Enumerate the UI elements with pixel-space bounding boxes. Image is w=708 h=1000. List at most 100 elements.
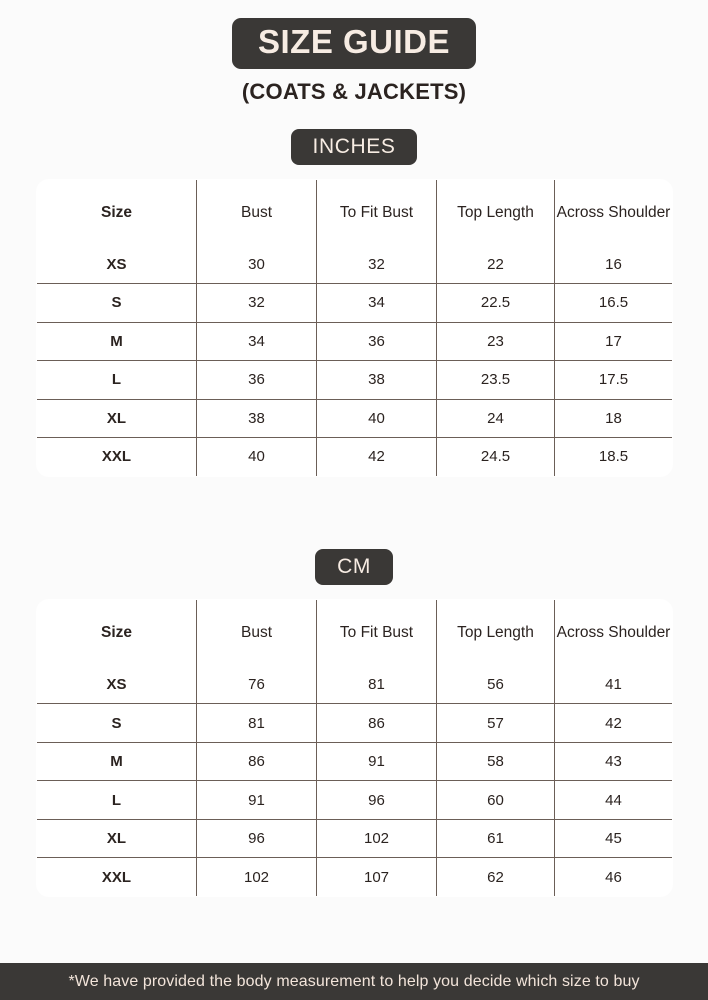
- cell-bust: 36: [196, 360, 317, 400]
- cell-top-length: 24.5: [436, 437, 555, 476]
- table-row: M 34 36 23 17: [37, 322, 672, 362]
- cell-size: S: [37, 283, 197, 323]
- cell-size: M: [37, 322, 197, 362]
- cell-to-fit-bust: 96: [316, 780, 437, 820]
- unit-badge-inches-wrap: INCHES: [0, 128, 708, 165]
- table-row: L 36 38 23.5 17.5: [37, 360, 672, 400]
- cell-top-length: 62: [436, 857, 555, 896]
- cell-across-shoulder: 45: [554, 819, 672, 859]
- cell-across-shoulder: 16.5: [554, 283, 672, 323]
- cell-to-fit-bust: 38: [316, 360, 437, 400]
- cell-top-length: 22.5: [436, 283, 555, 323]
- cell-top-length: 60: [436, 780, 555, 820]
- cell-size: L: [37, 360, 197, 400]
- cell-bust: 32: [196, 283, 317, 323]
- size-table-cm: Size Bust To Fit Bust Top Length Across …: [36, 598, 673, 897]
- table-header-cm: Size Bust To Fit Bust Top Length Across …: [37, 599, 672, 666]
- cell-size: XXL: [37, 857, 197, 896]
- cell-size: XXL: [37, 437, 197, 476]
- cell-bust: 96: [196, 819, 317, 859]
- cell-size: XS: [37, 665, 197, 705]
- cell-to-fit-bust: 32: [316, 245, 437, 285]
- cell-to-fit-bust: 107: [316, 857, 437, 896]
- cell-across-shoulder: 44: [554, 780, 672, 820]
- cell-size: L: [37, 780, 197, 820]
- table-row: M 86 91 58 43: [37, 742, 672, 782]
- cell-across-shoulder: 43: [554, 742, 672, 782]
- table-body-inches: XS 30 32 22 16 S 32 34 22.5 16.5 M 34 36: [37, 245, 672, 476]
- cell-top-length: 58: [436, 742, 555, 782]
- table-row: L 91 96 60 44: [37, 780, 672, 820]
- column-header-top-length: Top Length: [436, 599, 555, 666]
- column-header-across-shoulder: Across Shoulder: [556, 623, 671, 641]
- column-header-across-shoulder: Across Shoulder: [556, 203, 671, 221]
- size-table-cm-wrap: Size Bust To Fit Bust Top Length Across …: [36, 598, 673, 897]
- cell-to-fit-bust: 81: [316, 665, 437, 705]
- cell-across-shoulder: 17: [554, 322, 672, 362]
- cell-top-length: 22: [436, 245, 555, 285]
- cell-top-length: 24: [436, 399, 555, 439]
- cell-across-shoulder: 41: [554, 665, 672, 705]
- column-header-size: Size: [37, 179, 197, 246]
- size-table-inches: Size Bust To Fit Bust Top Length Across …: [36, 178, 673, 477]
- cell-to-fit-bust: 102: [316, 819, 437, 859]
- cell-bust: 38: [196, 399, 317, 439]
- cell-size: XL: [37, 819, 197, 859]
- column-header-to-fit-bust: To Fit Bust: [316, 599, 437, 666]
- cell-to-fit-bust: 40: [316, 399, 437, 439]
- cell-size: XS: [37, 245, 197, 285]
- cell-bust: 102: [196, 857, 317, 896]
- size-table-inches-wrap: Size Bust To Fit Bust Top Length Across …: [36, 178, 673, 477]
- table-row: XXL 40 42 24.5 18.5: [37, 437, 672, 476]
- column-header-top-length: Top Length: [436, 179, 555, 246]
- cell-across-shoulder: 46: [605, 868, 622, 886]
- table-row: XS 30 32 22 16: [37, 245, 672, 285]
- table-row: XS 76 81 56 41: [37, 665, 672, 705]
- table-row: S 32 34 22.5 16.5: [37, 283, 672, 323]
- cell-top-length: 23: [436, 322, 555, 362]
- cell-bust: 40: [196, 437, 317, 476]
- unit-badge-inches: INCHES: [290, 128, 418, 165]
- table-row: XL 38 40 24 18: [37, 399, 672, 439]
- cell-across-shoulder: 16: [554, 245, 672, 285]
- cell-size: M: [37, 742, 197, 782]
- cell-bust: 34: [196, 322, 317, 362]
- unit-badge-cm-wrap: CM: [0, 548, 708, 585]
- page-header: SIZE GUIDE (COATS & JACKETS): [0, 0, 708, 105]
- cell-to-fit-bust: 36: [316, 322, 437, 362]
- cell-to-fit-bust: 91: [316, 742, 437, 782]
- cell-top-length: 61: [436, 819, 555, 859]
- cell-size: XL: [37, 399, 197, 439]
- cell-top-length: 56: [436, 665, 555, 705]
- table-header-inches: Size Bust To Fit Bust Top Length Across …: [37, 179, 672, 246]
- cell-bust: 76: [196, 665, 317, 705]
- table-header-row: Size Bust To Fit Bust Top Length Across …: [37, 179, 672, 246]
- cell-bust: 30: [196, 245, 317, 285]
- cell-to-fit-bust: 42: [316, 437, 437, 476]
- cell-top-length: 57: [436, 703, 555, 743]
- cell-across-shoulder: 18: [554, 399, 672, 439]
- footer-note-bar: *We have provided the body measurement t…: [0, 963, 708, 1000]
- cell-bust: 91: [196, 780, 317, 820]
- table-row: S 81 86 57 42: [37, 703, 672, 743]
- table-body-cm: XS 76 81 56 41 S 81 86 57 42 M 86 91: [37, 665, 672, 896]
- page-subtitle: (COATS & JACKETS): [241, 78, 467, 104]
- cell-across-shoulder: 17.5: [554, 360, 672, 400]
- unit-badge-cm: CM: [315, 548, 393, 585]
- table-header-row: Size Bust To Fit Bust Top Length Across …: [37, 599, 672, 666]
- column-header-bust: Bust: [196, 599, 317, 666]
- column-header-size: Size: [37, 599, 197, 666]
- cell-top-length: 23.5: [436, 360, 555, 400]
- cell-across-shoulder: 42: [554, 703, 672, 743]
- cell-size: S: [37, 703, 197, 743]
- cell-across-shoulder: 18.5: [598, 448, 629, 466]
- cell-bust: 86: [196, 742, 317, 782]
- cell-to-fit-bust: 86: [316, 703, 437, 743]
- footer-note-text: *We have provided the body measurement t…: [68, 972, 640, 990]
- column-header-bust: Bust: [196, 179, 317, 246]
- cell-bust: 81: [196, 703, 317, 743]
- column-header-to-fit-bust: To Fit Bust: [316, 179, 437, 246]
- cell-to-fit-bust: 34: [316, 283, 437, 323]
- page-title: SIZE GUIDE: [231, 18, 477, 69]
